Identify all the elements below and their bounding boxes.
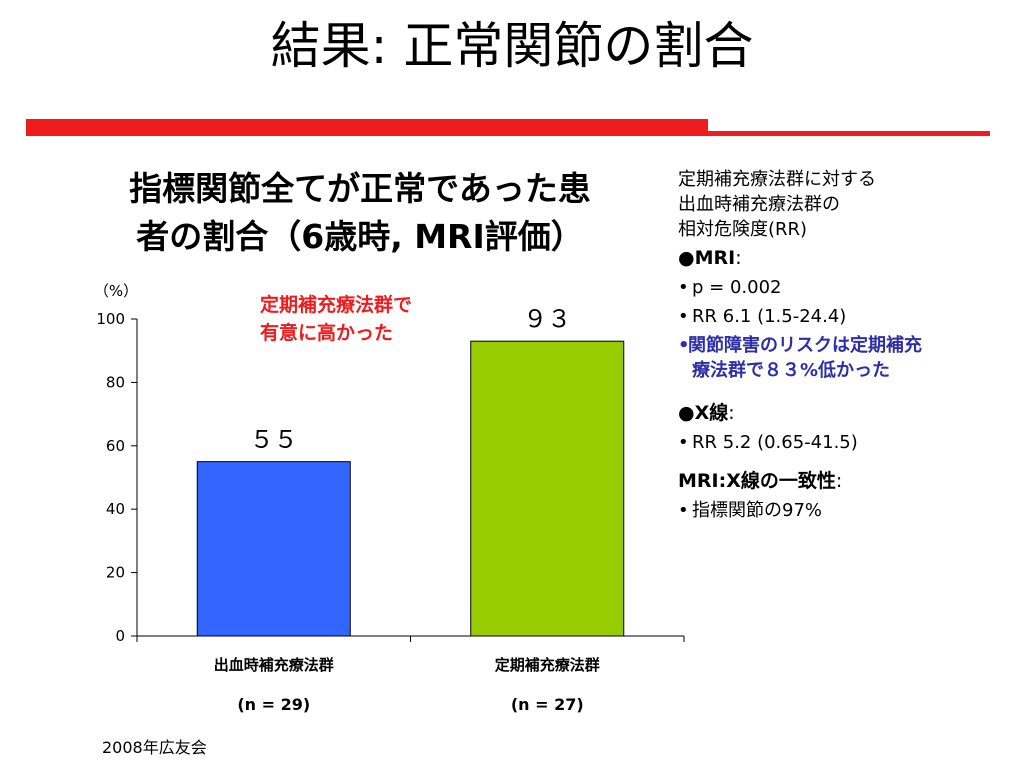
x-category-sublabel: (n = 27) <box>511 695 584 714</box>
bar-chart: （%） 0 20 40 60 80 100 ５５ ９３ 出血時補充療法群 (n = 29) 定期補… <box>94 282 685 714</box>
bars: ５５ ９３ <box>196 305 625 637</box>
y-tick-label: 100 <box>96 310 125 328</box>
y-tick-label: 60 <box>106 437 125 455</box>
bar-1 <box>196 461 351 637</box>
source-note: 2008年広友会 <box>102 738 207 757</box>
title-underline-thick <box>26 119 708 136</box>
xray-section-label: ●X線: <box>678 402 735 424</box>
risk-heading: 定期補充療法群に対する 出血時補充療法群の 相対危険度(RR) <box>678 167 1018 242</box>
mri-section-label: ●MRI: <box>678 247 742 269</box>
risk-summary-panel: 定期補充療法群に対する 出血時補充療法群の 相対危険度(RR) ●MRI: • p… <box>678 167 1018 523</box>
y-tick-label: 20 <box>106 564 125 582</box>
slide-title: 結果: 正常関節の割合 <box>270 17 754 75</box>
bar-2 <box>470 340 625 637</box>
title-underline-thin <box>708 131 990 136</box>
bar-value-label: ９３ <box>523 305 571 333</box>
y-tick-label: 80 <box>106 373 125 391</box>
x-category-sublabel: (n = 29) <box>237 695 310 714</box>
annotation-line-2: 有意に高かった <box>260 322 394 344</box>
risk-heading-line-3: 相対危険度(RR) <box>678 219 808 240</box>
mri-risk-reduction: • 関節障害のリスクは定期補充 療法群で８３%低かった <box>678 335 922 381</box>
x-category-label: 出血時補充療法群 <box>214 656 334 674</box>
y-axis-unit: （%） <box>94 282 138 300</box>
significance-annotation: 定期補充療法群で 有意に高かった <box>260 291 412 347</box>
agreement-section-label: MRI:X線の一致性: <box>678 470 843 492</box>
y-tick-label: 40 <box>106 500 125 518</box>
mri-relative-risk: • RR 6.1 (1.5-24.4) <box>678 306 847 327</box>
x-category-label: 定期補充療法群 <box>495 656 600 674</box>
y-axis: （%） 0 20 40 60 80 100 <box>94 282 138 645</box>
chart-title: 指標関節全てが正常であった患 者の割合（6歳時, MRI評価） <box>60 165 660 261</box>
risk-heading-line-1: 定期補充療法群に対する <box>678 169 876 190</box>
bar-value-label: ５５ <box>250 426 298 454</box>
chart-title-line-1: 指標関節全てが正常であった患 <box>129 169 591 208</box>
agreement-value: • 指標関節の97% <box>678 500 823 521</box>
mri-p-value: • p = 0.002 <box>678 277 782 298</box>
risk-heading-line-2: 出血時補充療法群の <box>678 194 840 215</box>
xray-relative-risk: • RR 5.2 (0.65-41.5) <box>678 432 858 453</box>
annotation-line-1: 定期補充療法群で <box>260 294 413 316</box>
chart-title-line-2: 者の割合（6歳時, MRI評価） <box>136 217 584 256</box>
x-axis: 出血時補充療法群 (n = 29) 定期補充療法群 (n = 27) <box>136 635 685 714</box>
y-tick-label: 0 <box>115 627 125 645</box>
